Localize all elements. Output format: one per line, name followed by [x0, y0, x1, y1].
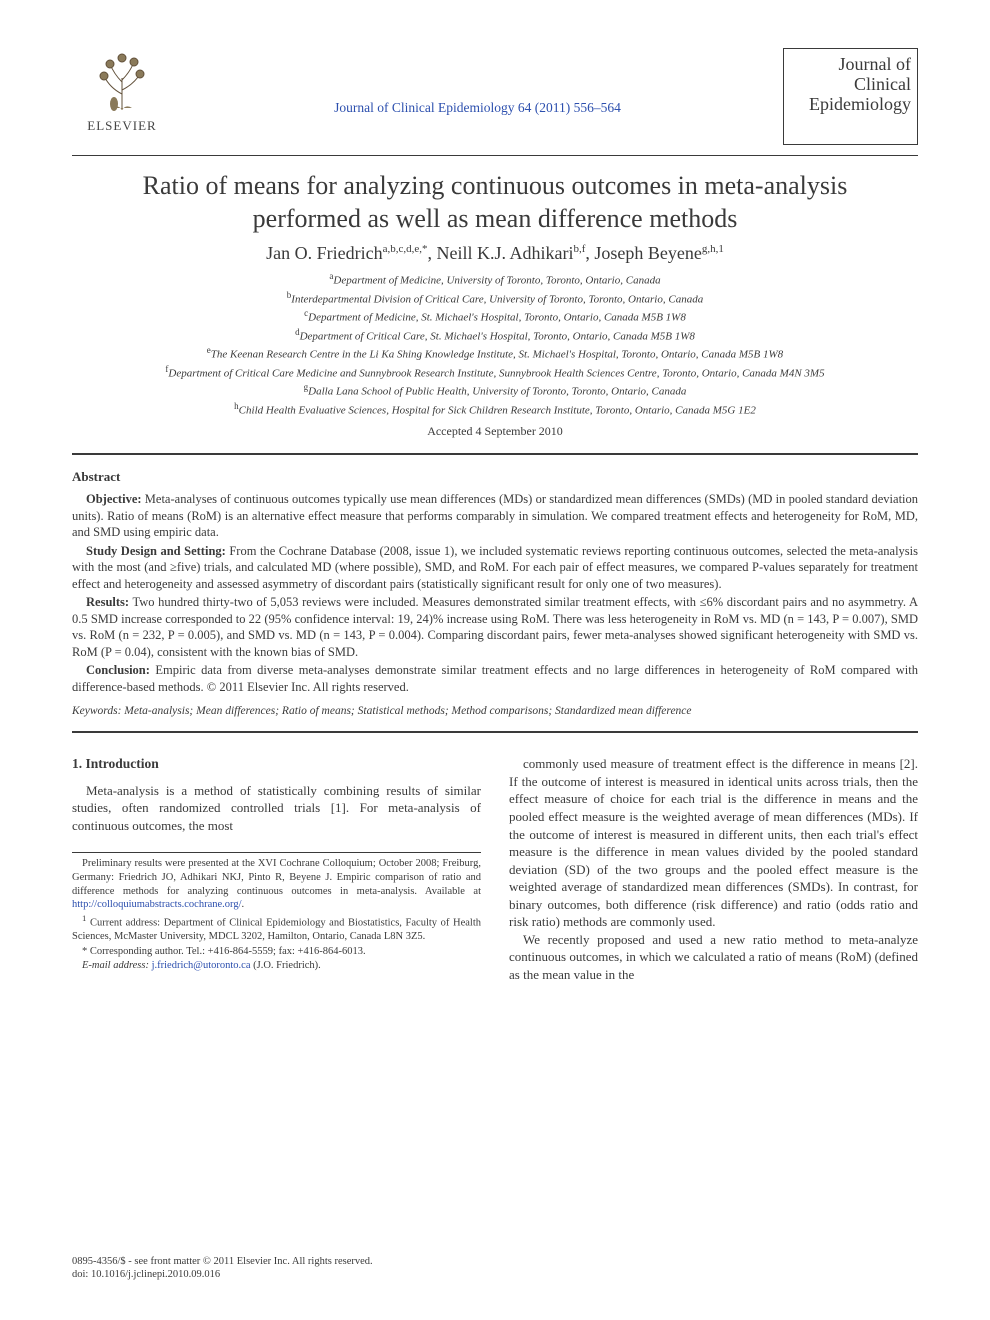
conclusion-label: Conclusion:: [86, 663, 150, 677]
affiliation-line: dDepartment of Critical Care, St. Michae…: [132, 326, 858, 345]
affiliation-line: hChild Health Evaluative Sciences, Hospi…: [132, 400, 858, 419]
column-left: 1. Introduction Meta-analysis is a metho…: [72, 755, 481, 983]
journal-reference: Journal of Clinical Epidemiology 64 (201…: [172, 100, 783, 116]
copyright-line: 0895-4356/$ - see front matter © 2011 El…: [72, 1255, 373, 1269]
author-3: Joseph Beyene: [594, 243, 701, 263]
author-2-affil: b,f: [573, 243, 585, 255]
keywords-text: Meta-analysis; Mean differences; Ratio o…: [124, 705, 691, 717]
author-list: Jan O. Friedricha,b,c,d,e,*, Neill K.J. …: [72, 243, 918, 264]
divider-thick-2: [72, 731, 918, 733]
affiliation-text: Dalla Lana School of Public Health, Univ…: [308, 386, 686, 398]
affiliation-text: Department of Critical Care Medicine and…: [168, 368, 824, 380]
affiliation-text: Department of Medicine, University of To…: [333, 275, 660, 287]
affiliation-line: gDalla Lana School of Public Health, Uni…: [132, 381, 858, 400]
page-header: ELSEVIER Journal of Clinical Epidemiolog…: [72, 48, 918, 145]
intro-p2: commonly used measure of treatment effec…: [509, 755, 918, 930]
footnote-2-text: Current address: Department of Clinical …: [72, 917, 481, 942]
publisher-logo: ELSEVIER: [72, 48, 172, 134]
affiliation-text: Department of Medicine, St. Michael's Ho…: [308, 312, 686, 324]
email-link[interactable]: j.friedrich@utoronto.ca: [152, 960, 251, 971]
intro-p1-text: Meta-analysis is a method of statistical…: [72, 783, 481, 833]
footnotes: Preliminary results were presented at th…: [72, 852, 481, 973]
affiliation-line: eThe Keenan Research Centre in the Li Ka…: [132, 344, 858, 363]
footnote-url[interactable]: http://colloquiumabstracts.cochrane.org/: [72, 899, 242, 910]
article-title: Ratio of means for analyzing continuous …: [112, 170, 878, 235]
author-1: Jan O. Friedrich: [266, 243, 382, 263]
email-label: E-mail address:: [82, 960, 149, 971]
journal-title-l2: Clinical: [790, 75, 911, 95]
affiliation-text: Interdepartmental Division of Critical C…: [291, 294, 703, 306]
journal-title-l3: Epidemiology: [790, 95, 911, 115]
author-3-affil: g,h,1: [702, 243, 724, 255]
affiliation-text: The Keenan Research Centre in the Li Ka …: [211, 349, 783, 361]
affiliation-line: aDepartment of Medicine, University of T…: [132, 270, 858, 289]
footnote-prelim-text: Preliminary results were presented at th…: [72, 858, 481, 896]
divider-thick: [72, 453, 918, 455]
conclusion-text: Empiric data from diverse meta-analyses …: [72, 663, 918, 694]
publisher-name: ELSEVIER: [87, 118, 156, 134]
author-1-affil: a,b,c,d,e,*: [383, 243, 428, 255]
doi-line: doi: 10.1016/j.jclinepi.2010.09.016: [72, 1268, 373, 1282]
journal-title-l1: Journal of: [790, 55, 911, 75]
journal-title-box: Journal of Clinical Epidemiology: [783, 48, 918, 145]
elsevier-tree-icon: [88, 48, 156, 116]
footnote-current-address: 1 Current address: Department of Clinica…: [72, 913, 481, 944]
affiliation-text: Department of Critical Care, St. Michael…: [300, 331, 695, 343]
keywords: Keywords: Meta-analysis; Mean difference…: [72, 705, 918, 717]
footnote-email: E-mail address: j.friedrich@utoronto.ca …: [72, 959, 481, 973]
affiliations: aDepartment of Medicine, University of T…: [132, 270, 858, 418]
affiliation-line: cDepartment of Medicine, St. Michael's H…: [132, 307, 858, 326]
footnote-corresponding: * Corresponding author. Tel.: +416-864-5…: [72, 945, 481, 959]
results-text: Two hundred thirty-two of 5,053 reviews …: [72, 595, 918, 659]
abstract-heading: Abstract: [72, 469, 918, 485]
keywords-label: Keywords:: [72, 705, 121, 717]
footnote-prelim: Preliminary results were presented at th…: [72, 857, 481, 912]
intro-p3: We recently proposed and used a new rati…: [509, 931, 918, 984]
affiliation-line: fDepartment of Critical Care Medicine an…: [132, 363, 858, 382]
section-heading-intro: 1. Introduction: [72, 755, 481, 773]
divider: [72, 155, 918, 156]
email-tail: (J.O. Friedrich).: [251, 960, 321, 971]
affiliation-line: bInterdepartmental Division of Critical …: [132, 289, 858, 308]
accepted-date: Accepted 4 September 2010: [72, 424, 918, 439]
body-columns: 1. Introduction Meta-analysis is a metho…: [72, 755, 918, 983]
objective-label: Objective:: [86, 492, 142, 506]
affiliation-text: Child Health Evaluative Sciences, Hospit…: [239, 405, 756, 417]
column-right: commonly used measure of treatment effec…: [509, 755, 918, 983]
author-2: Neill K.J. Adhikari: [436, 243, 573, 263]
intro-p1: Meta-analysis is a method of statistical…: [72, 782, 481, 835]
design-label: Study Design and Setting:: [86, 544, 226, 558]
journal-ref-link[interactable]: Journal of Clinical Epidemiology 64 (201…: [334, 100, 621, 115]
results-label: Results:: [86, 595, 129, 609]
objective-text: Meta-analyses of continuous outcomes typ…: [72, 492, 918, 539]
front-matter: 0895-4356/$ - see front matter © 2011 El…: [72, 1255, 373, 1282]
abstract-body: Objective: Meta-analyses of continuous o…: [72, 491, 918, 695]
